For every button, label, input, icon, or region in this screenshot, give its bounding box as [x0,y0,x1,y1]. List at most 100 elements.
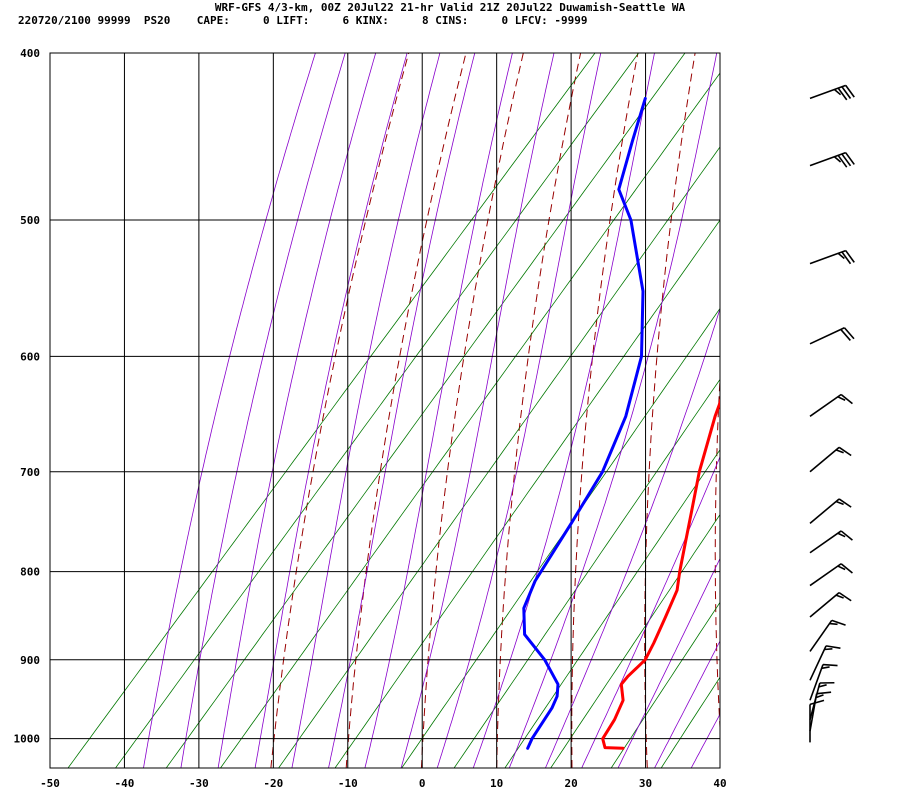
y-tick-label: 500 [20,214,40,227]
wind-barb-feather [840,563,853,574]
mixing-ratio-line [453,378,720,768]
wind-barb-feather [840,393,853,405]
x-tick-label: 30 [639,777,652,790]
wind-barb-feather [835,449,844,454]
wind-barb-staff [809,645,827,681]
wind-barb [809,84,855,101]
wind-barb [809,530,853,554]
wind-barb-feather [841,153,852,167]
moist-adiabat-line [180,53,346,768]
y-tick-label: 1000 [14,733,41,746]
wind-barb-feather [841,86,852,99]
moist-adiabat-line [364,53,513,768]
moist-adiabat-line [690,713,720,768]
wind-barb [809,645,841,681]
wind-barb [809,591,852,618]
mixing-ratio-line [278,146,720,768]
wind-barb-staff [809,446,840,473]
mixing-ratio-line [334,219,720,768]
dry-adiabat-line [571,53,639,768]
dry-adiabat-line [714,370,720,736]
wind-barb-feather [818,684,827,688]
dry-adiabat-line [420,53,524,768]
wind-barb [809,663,838,701]
wind-barb-feather [831,619,846,626]
moist-adiabat-line [436,53,602,768]
wind-barb-feather [815,694,824,699]
wind-barb-feather [841,251,852,265]
mixing-ratio-line [610,601,720,768]
sounding-indices: 220720/2100 99999 PS20 CAPE: 0 LIFT: 6 K… [18,14,588,27]
moist-adiabat-line [400,53,555,768]
wind-barb-feather [833,156,842,163]
profile-lines [522,96,720,750]
plot-frame [49,52,721,769]
x-tick-label: -20 [263,777,283,790]
dry-adiabat-line [270,53,410,768]
wind-barb-feather [840,328,851,341]
wind-barb-feather [824,648,833,651]
wind-barb-staff [809,563,842,587]
y-tick-label: 600 [20,350,40,363]
background-lines [67,53,810,768]
wind-barb-feather [822,663,838,667]
dry-adiabat-line [784,53,810,768]
x-tick-label: -10 [338,777,358,790]
moist-adiabat-line [143,53,316,768]
dry-adiabat-line [496,53,582,768]
wind-barb-staff [809,393,842,417]
y-tick-label: 900 [20,654,40,667]
wind-barb-feather [825,645,841,649]
wind-barb-staff [809,664,824,701]
wind-barb [809,393,853,417]
wind-barb-staff [809,249,846,265]
wind-barb [809,446,852,473]
dewpoint-line [522,96,647,750]
wind-barb [809,699,825,743]
dry-adiabat-line [345,53,467,768]
moist-adiabat-line [581,455,720,768]
grid-lines [49,52,721,769]
axis-tick-labels: -50 -40 -30 -20 -10 0 10 20 30 40 400 500 600 700 800 9… [14,47,727,790]
y-tick-label: 700 [20,466,40,479]
mixing-ratio-line [401,307,720,768]
wind-barb-feather [843,327,855,340]
wind-barb-feather [835,500,844,506]
x-tick-label: -40 [115,777,135,790]
wind-barb [809,249,855,265]
x-tick-label: -50 [40,777,60,790]
wind-barb-feather [829,622,838,626]
mixing-ratio-line [220,72,720,768]
wind-barb [809,151,855,168]
moist-adiabat-line [617,557,720,768]
wind-barb-feather [837,532,846,538]
y-tick-label: 800 [20,566,40,579]
wind-barb-feather [845,84,855,98]
wind-barb [809,327,855,345]
wind-barb-feather [816,691,832,695]
moist-adiabat-line [508,53,718,768]
wind-barb-feather [838,498,852,508]
wind-barb [809,498,852,524]
x-tick-label: 40 [713,777,726,790]
mixing-ratio-line [115,53,639,768]
moist-adiabat-line [472,53,655,768]
mixing-ratio-line [660,676,720,768]
wind-barb [809,691,832,732]
wind-barb-feather [837,252,845,260]
x-tick-label: 10 [490,777,503,790]
x-tick-label: -30 [189,777,209,790]
y-tick-label: 400 [20,47,40,60]
wind-barb-feather [840,530,853,541]
wind-barb-feather [838,591,852,602]
dry-adiabat-line [644,53,696,768]
mixing-ratio-line [550,513,720,768]
wind-barb-staff [809,327,845,345]
x-tick-label: 0 [419,777,426,790]
wind-barbs [809,84,855,743]
mixing-ratio-line [504,449,720,768]
wind-barb-feather [845,250,855,263]
wind-barb-feather [835,594,844,599]
wind-barb-staff [809,151,846,167]
wind-barb [809,619,846,652]
